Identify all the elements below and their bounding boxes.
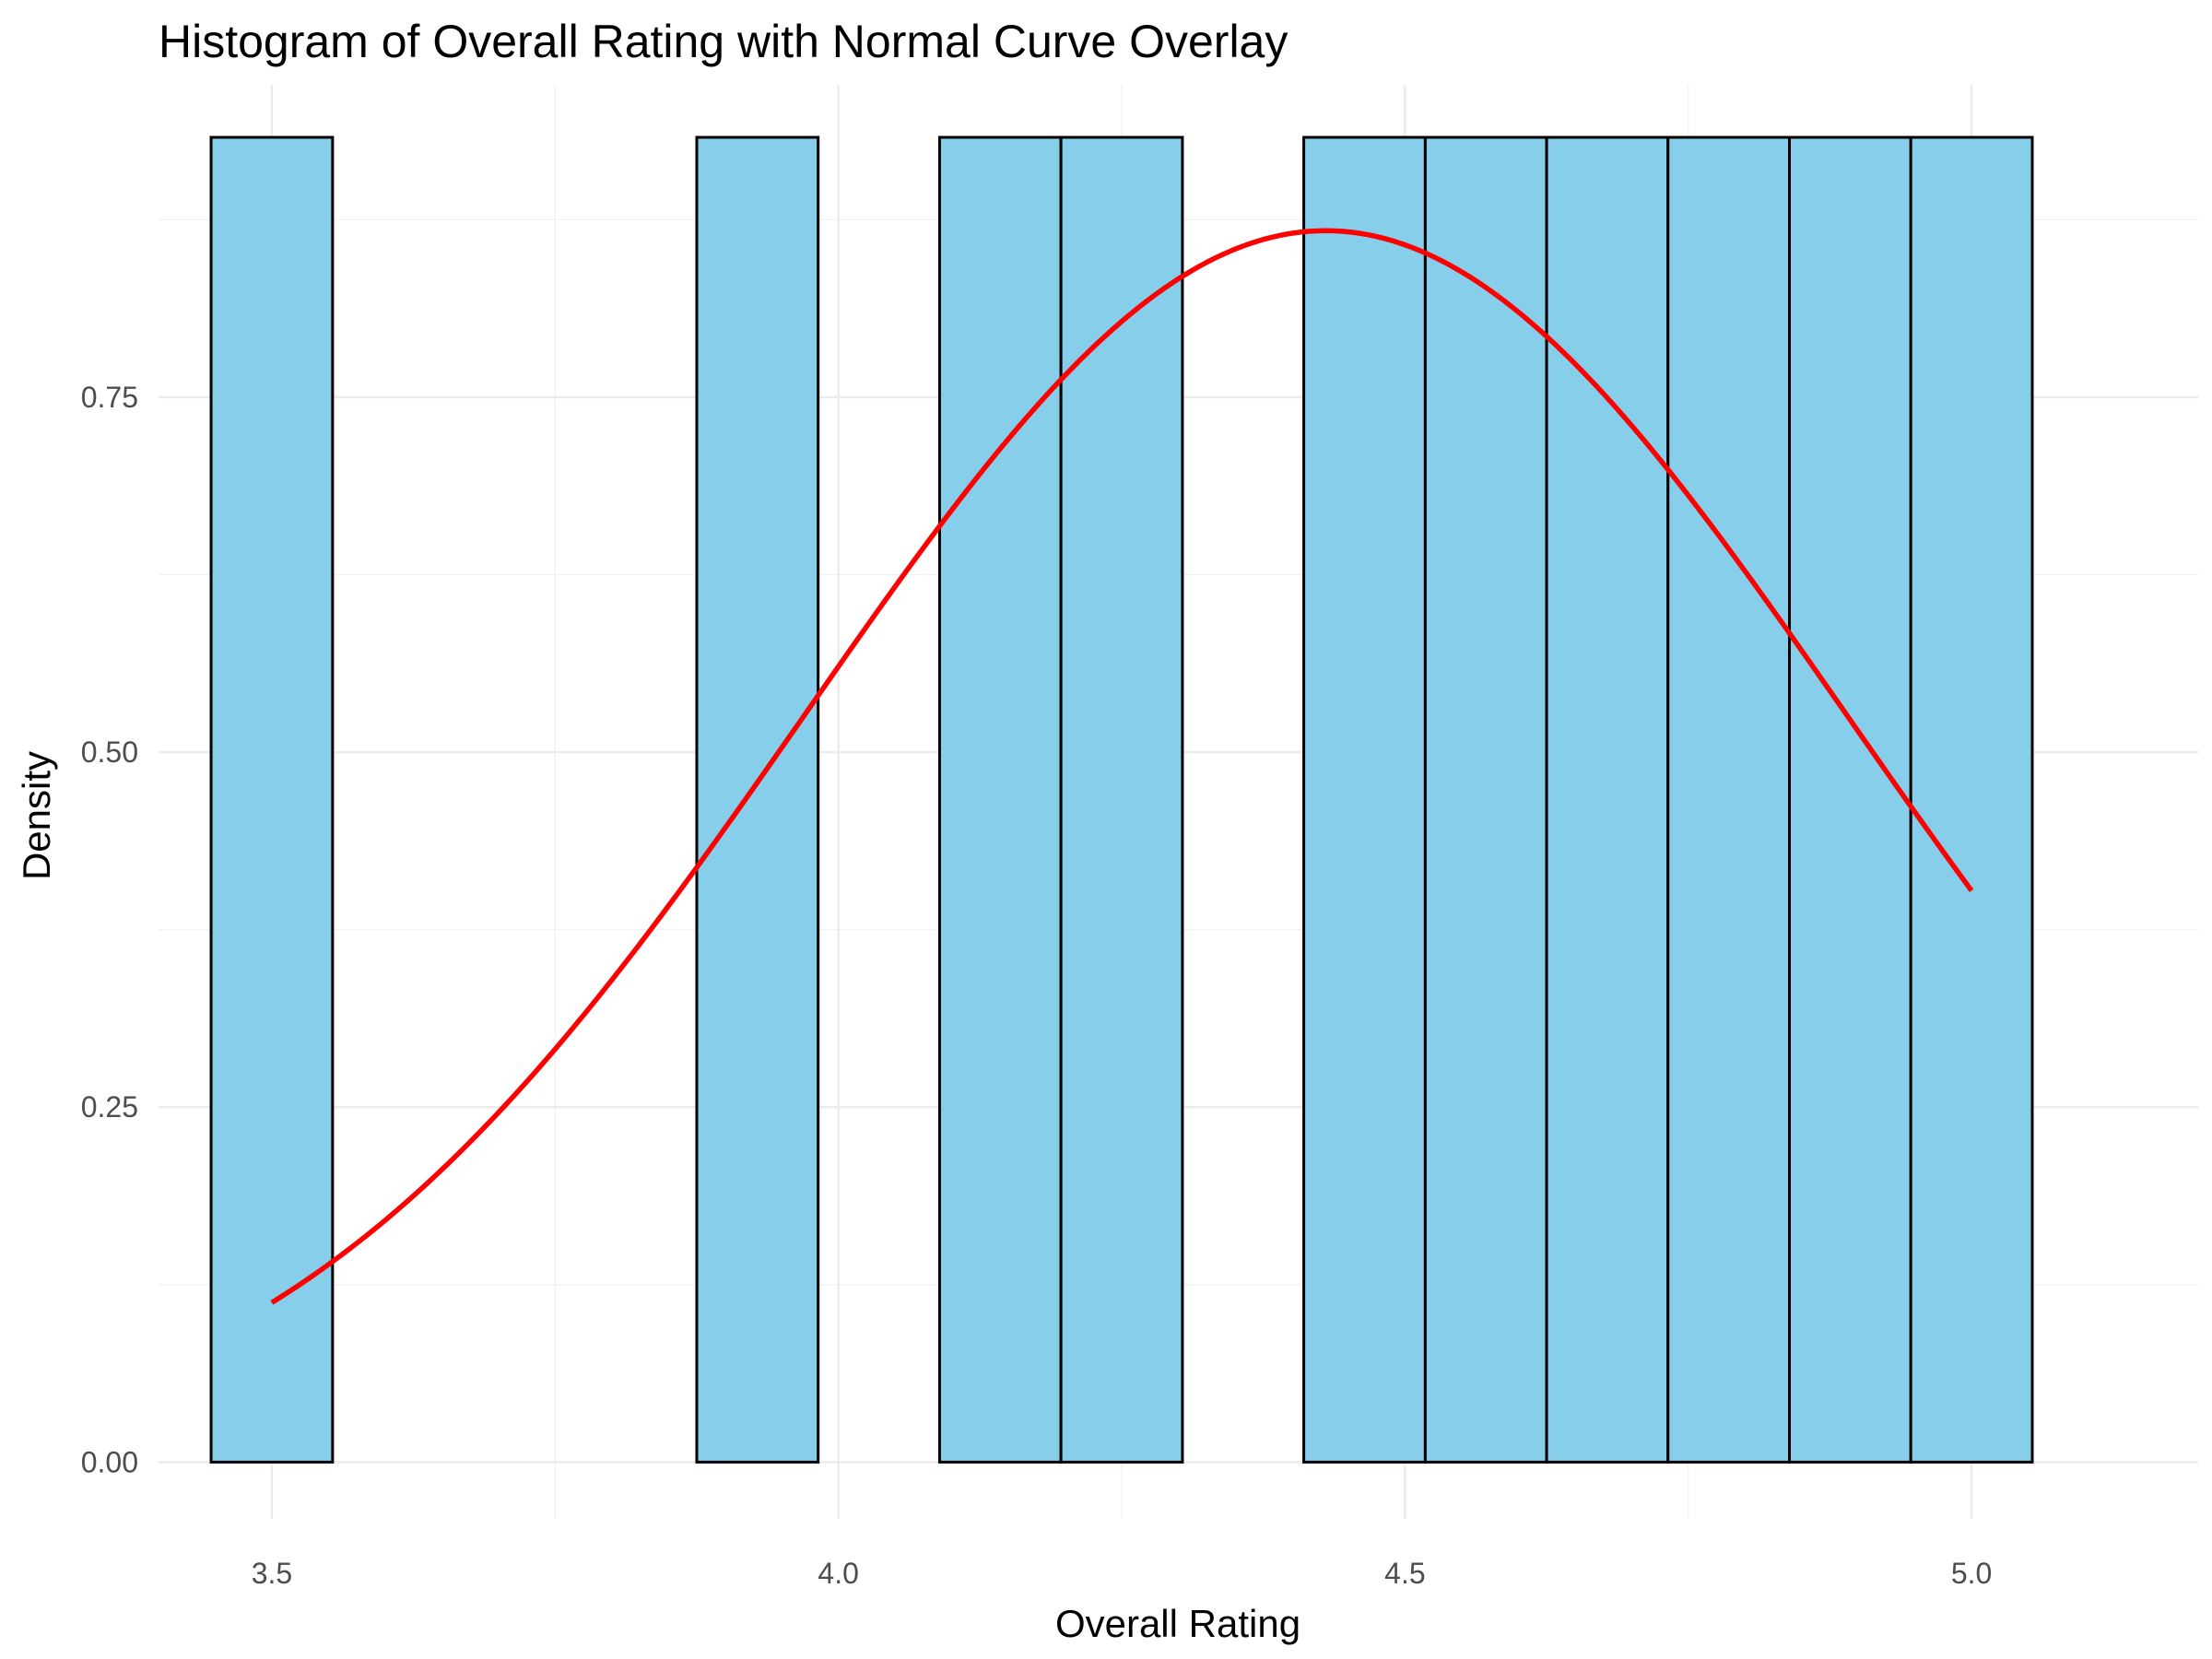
histogram-bar [1302, 135, 1427, 1464]
normal-curve-layer [270, 228, 1974, 1305]
histogram-bar [695, 135, 820, 1464]
y-axis-ticks: 0.00 0.25 0.50 0.75 [81, 381, 138, 1478]
y-tick-label: 0.75 [81, 381, 138, 414]
y-tick-label: 0.00 [81, 1445, 138, 1478]
histogram-bar [209, 135, 335, 1464]
normal-curve-line [270, 228, 1974, 1305]
histogram-bar [1666, 135, 1792, 1464]
x-axis-ticks: 3.5 4.0 4.5 5.0 [252, 1557, 1993, 1590]
histogram-bar [1423, 135, 1548, 1464]
x-tick-label: 3.5 [252, 1557, 292, 1590]
y-tick-label: 0.50 [81, 735, 138, 769]
chart-title: Histogram of Overall Rating with Normal … [159, 16, 1288, 67]
x-tick-label: 5.0 [1951, 1557, 1992, 1590]
histogram-bar [1909, 135, 2034, 1464]
histogram-bars [209, 135, 2034, 1464]
y-axis-title: Density [15, 751, 58, 880]
histogram-bar [1788, 135, 1912, 1464]
x-tick-label: 4.0 [818, 1557, 858, 1590]
y-tick-label: 0.25 [81, 1090, 138, 1124]
histogram-bar [937, 135, 1063, 1464]
x-tick-label: 4.5 [1384, 1557, 1425, 1590]
histogram-bar [1545, 135, 1670, 1464]
histogram-bar [1059, 135, 1184, 1464]
x-axis-title: Overall Rating [1055, 1602, 1300, 1645]
